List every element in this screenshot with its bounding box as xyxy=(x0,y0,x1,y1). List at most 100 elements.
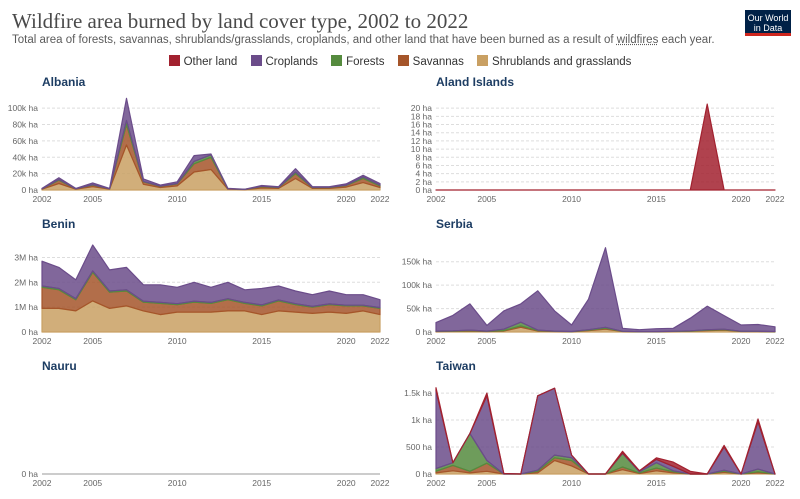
x-tick-label: 2015 xyxy=(647,194,666,204)
legend-label: Forests xyxy=(346,56,385,68)
y-tick-label: 0 ha xyxy=(21,327,38,337)
x-tick-label: 2010 xyxy=(168,336,187,346)
owid-logo[interactable]: Our World in Data xyxy=(745,10,791,36)
subtitle-text: Total area of forests, savannas, shrubla… xyxy=(12,34,617,46)
x-tick-label: 2002 xyxy=(33,194,52,204)
legend-swatch xyxy=(331,55,343,66)
x-tick-label: 2005 xyxy=(83,336,102,346)
x-tick-label: 2022 xyxy=(371,336,390,346)
x-tick-label: 2022 xyxy=(371,478,390,488)
legend-label: Croplands xyxy=(265,56,318,68)
y-tick-label: 0 ha xyxy=(21,185,38,195)
x-tick-label: 2015 xyxy=(252,478,271,488)
y-tick-label: 0 ha xyxy=(415,327,432,337)
x-tick-label: 2005 xyxy=(477,194,496,204)
x-tick-label: 2005 xyxy=(83,478,102,488)
y-tick-label: 1.5k ha xyxy=(404,388,432,398)
y-tick-label: 20k ha xyxy=(12,169,38,179)
chart-panel-albania[interactable]: Albania 0 ha 20k ha 40k ha 60k ha 80k ha 100k … xyxy=(8,75,390,204)
chart-panel-benin[interactable]: Benin 0 ha 1M ha 2M ha 3M ha 2002 2005 2010 2015… xyxy=(14,217,389,346)
legend-item-forests[interactable]: Forests xyxy=(331,55,384,68)
x-tick-label: 2020 xyxy=(337,336,356,346)
x-tick-label: 2010 xyxy=(562,194,581,204)
y-tick-label: 3M ha xyxy=(14,252,38,262)
panel-title: Albania xyxy=(42,75,86,89)
y-tick-label: 12 ha xyxy=(411,136,433,146)
y-tick-label: 150k ha xyxy=(402,257,433,267)
y-tick-label: 14 ha xyxy=(411,128,433,138)
y-tick-label: 0 ha xyxy=(415,185,432,195)
x-tick-label: 2002 xyxy=(427,336,446,346)
y-tick-label: 6 ha xyxy=(415,160,432,170)
x-tick-label: 2002 xyxy=(427,478,446,488)
x-tick-label: 2020 xyxy=(732,336,751,346)
legend-swatch xyxy=(250,55,262,66)
y-tick-label: 20 ha xyxy=(411,103,433,113)
panel-title: Serbia xyxy=(436,217,473,231)
x-tick-label: 2015 xyxy=(252,336,271,346)
area-other-land[interactable] xyxy=(435,387,776,475)
y-tick-label: 1k ha xyxy=(411,415,432,425)
chart-panel-serbia[interactable]: Serbia 0 ha 50k ha 100k ha 150k ha 2002 2005 20… xyxy=(402,217,785,346)
x-tick-label: 2015 xyxy=(647,478,666,488)
y-tick-label: 2 ha xyxy=(415,177,432,187)
legend-swatch xyxy=(397,55,409,66)
x-tick-label: 2010 xyxy=(562,478,581,488)
x-tick-label: 2020 xyxy=(337,194,356,204)
x-tick-label: 2022 xyxy=(766,478,785,488)
x-tick-label: 2010 xyxy=(562,336,581,346)
y-tick-label: 80k ha xyxy=(12,120,38,130)
y-tick-label: 10 ha xyxy=(411,144,433,154)
x-tick-label: 2005 xyxy=(477,478,496,488)
chart-subtitle: Total area of forests, savannas, shrubla… xyxy=(12,34,715,46)
x-tick-label: 2022 xyxy=(766,194,785,204)
x-tick-label: 2005 xyxy=(83,194,102,204)
logo-line-2: in Data xyxy=(753,23,783,33)
y-tick-label: 500 ha xyxy=(406,442,432,452)
legend-item-croplands[interactable]: Croplands xyxy=(250,55,318,68)
x-tick-label: 2020 xyxy=(337,478,356,488)
y-tick-label: 50k ha xyxy=(406,304,432,314)
panel-title: Nauru xyxy=(42,359,77,373)
y-tick-label: 100k ha xyxy=(8,103,39,113)
area-croplands[interactable] xyxy=(435,247,776,333)
y-tick-label: 16 ha xyxy=(411,120,433,130)
x-tick-label: 2022 xyxy=(371,194,390,204)
x-tick-label: 2020 xyxy=(732,194,751,204)
chart-title: Wildfire area burned by land cover type,… xyxy=(12,9,469,33)
area-croplands[interactable] xyxy=(435,387,776,475)
legend-item-shrublands[interactable]: Shrublands and grasslands xyxy=(477,55,631,68)
legend-label: Savannas xyxy=(412,56,464,68)
chart-panel-taiwan[interactable]: Taiwan 0 ha 500 ha 1k ha 1.5k ha 2002 2005 2010… xyxy=(404,359,785,488)
legend-item-savannas[interactable]: Savannas xyxy=(397,55,464,68)
y-tick-label: 1M ha xyxy=(14,302,38,312)
y-tick-label: 0 ha xyxy=(415,469,432,479)
area-other-land[interactable] xyxy=(435,103,776,191)
x-tick-label: 2022 xyxy=(766,336,785,346)
y-tick-label: 100k ha xyxy=(402,280,433,290)
y-tick-label: 4 ha xyxy=(415,169,432,179)
legend-label: Shrublands and grasslands xyxy=(492,56,632,68)
x-tick-label: 2002 xyxy=(33,336,52,346)
legend-label: Other land xyxy=(183,56,238,68)
y-tick-label: 0 ha xyxy=(21,469,38,479)
y-tick-label: 40k ha xyxy=(12,152,38,162)
x-tick-label: 2020 xyxy=(732,478,751,488)
y-tick-label: 2M ha xyxy=(14,277,38,287)
x-tick-label: 2002 xyxy=(427,194,446,204)
y-tick-label: 8 ha xyxy=(415,152,432,162)
legend-item-other-land[interactable]: Other land xyxy=(168,55,238,68)
x-tick-label: 2015 xyxy=(647,336,666,346)
panel-title: Aland Islands xyxy=(436,75,514,89)
y-tick-label: 18 ha xyxy=(411,111,433,121)
legend-swatch xyxy=(477,55,489,66)
subtitle-end: each year. xyxy=(658,34,715,46)
x-tick-label: 2015 xyxy=(252,194,271,204)
x-tick-label: 2010 xyxy=(168,194,187,204)
area-croplands[interactable] xyxy=(41,244,381,309)
wildfires-link[interactable]: wildfires xyxy=(616,34,659,46)
area-croplands[interactable] xyxy=(41,97,381,190)
